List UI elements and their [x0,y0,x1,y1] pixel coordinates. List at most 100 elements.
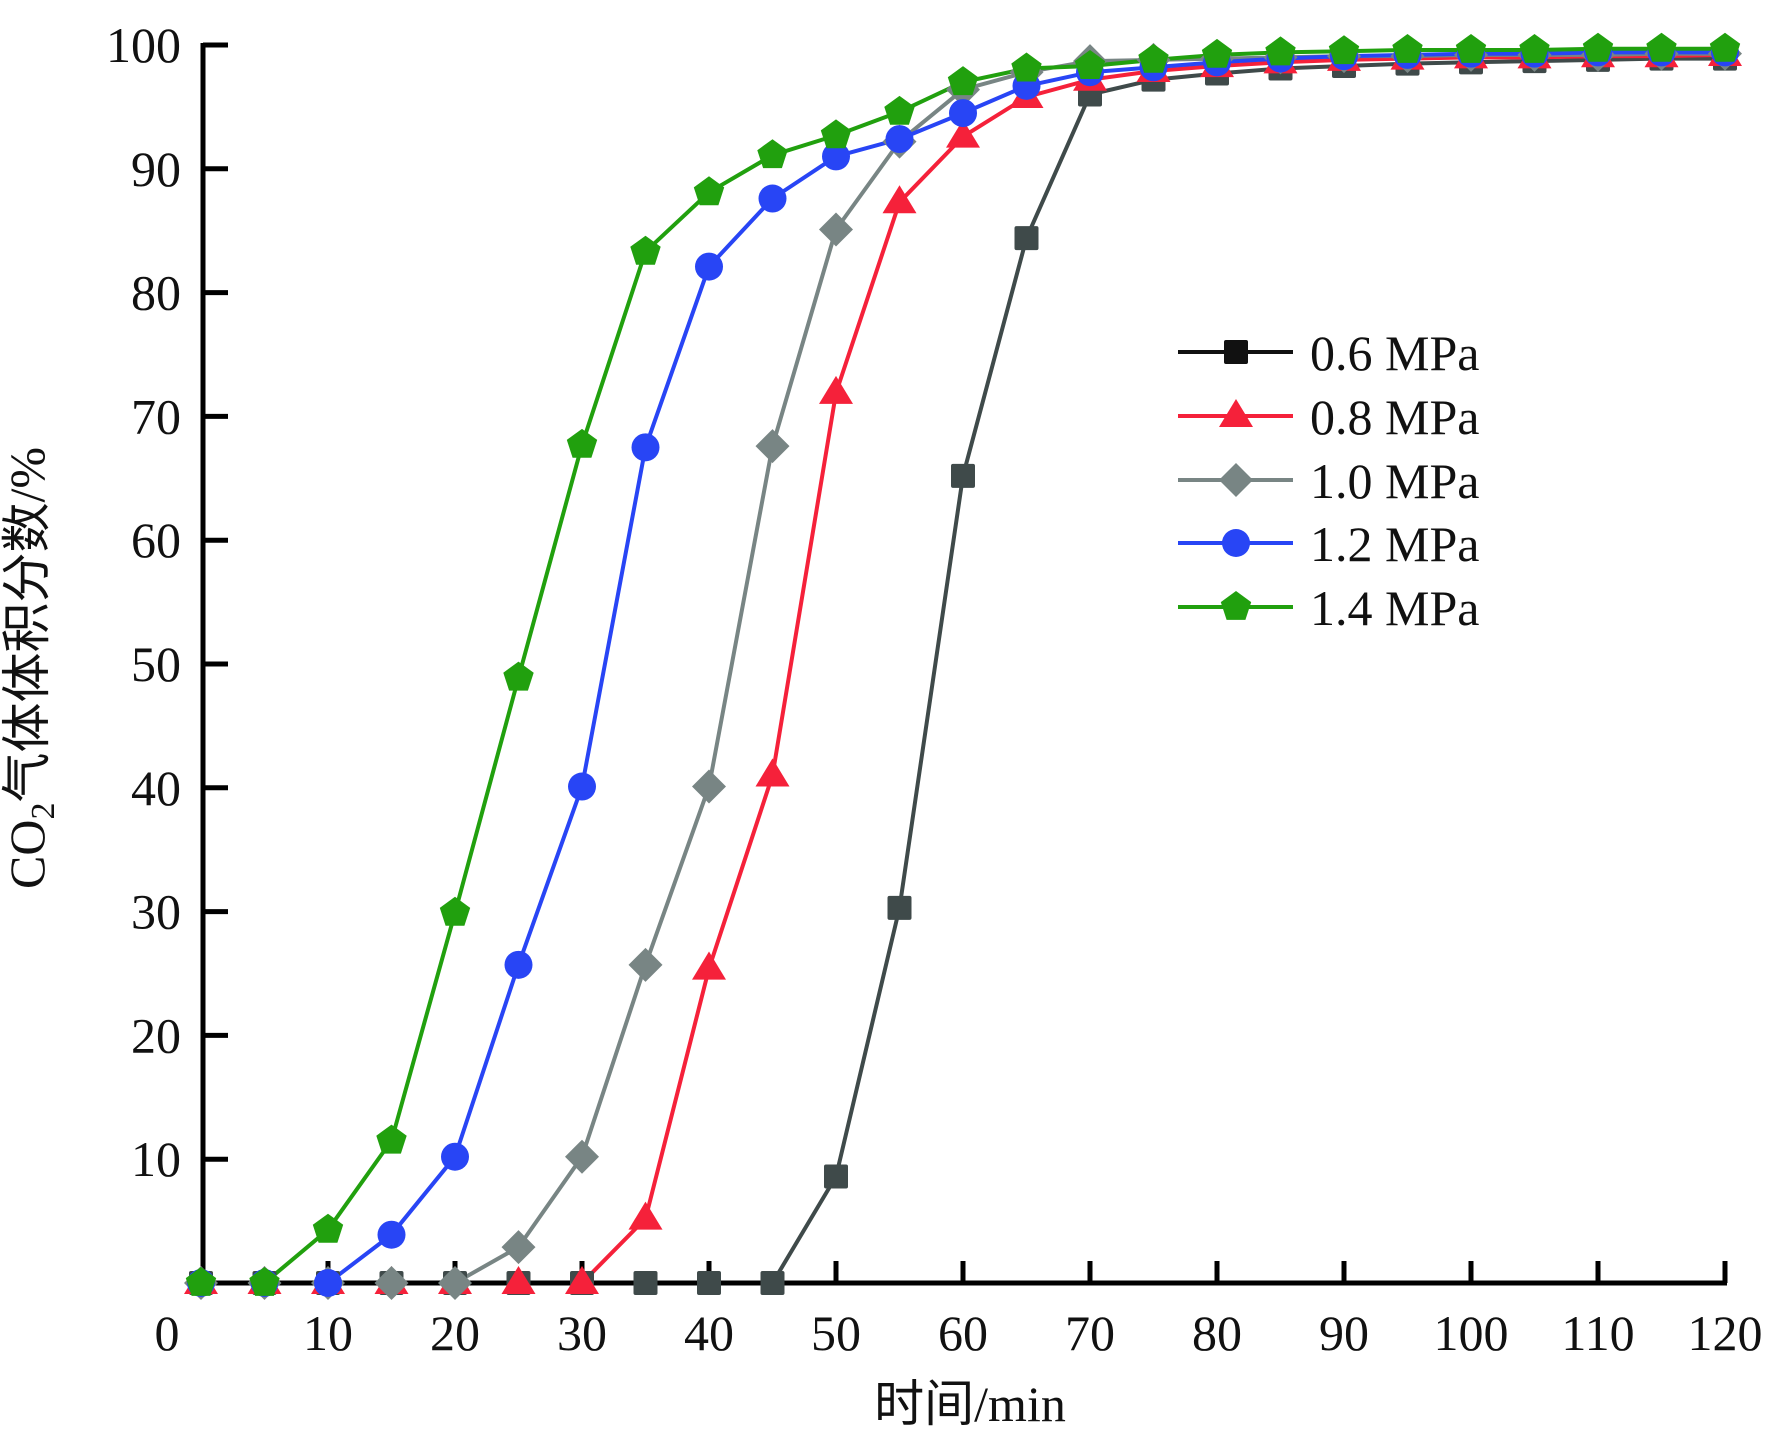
legend-item: 1.0 MPa [1178,453,1479,509]
data-point-pentagon [503,661,534,691]
x-tick-label: 20 [430,1305,480,1361]
series-line-triangle [201,52,1726,1285]
data-point-diamond [692,769,726,804]
x-tick-label: 70 [1065,1305,1115,1361]
data-point-triangle [628,1201,663,1230]
data-point-triangle [565,1266,599,1295]
data-point-triangle [692,951,726,980]
data-point-pentagon [439,896,471,926]
x-tick-label: 40 [684,1305,734,1361]
data-point-triangle [501,1266,536,1295]
legend-item: 0.6 MPa [1178,325,1479,381]
legend-label: 1.2 MPa [1310,516,1479,572]
data-point-circle [695,252,723,281]
x-tick-label: 100 [1434,1305,1509,1361]
data-point-diamond [374,1266,409,1300]
data-point-diamond [755,429,790,464]
data-point-circle [822,142,850,171]
y-axis-title-sub: 2 [25,803,62,820]
data-point-pentagon [820,119,852,149]
series-layer [201,46,1726,1285]
legend-marker-triangle-icon [1219,399,1253,428]
data-point-circle [949,99,977,128]
data-point-square [1014,226,1039,251]
data-point-pentagon [1328,35,1360,65]
x-tick-label: 10 [303,1305,353,1361]
legend-label: 1.0 MPa [1310,453,1479,509]
data-point-square [887,895,912,920]
data-point-square [951,463,975,488]
data-point-pentagon [1074,50,1106,79]
legend-label: 0.6 MPa [1310,325,1479,381]
data-point-pentagon [1265,36,1296,66]
x-tick-label: 30 [557,1305,607,1361]
y-tick-label: 20 [131,1007,181,1063]
series-line-diamond [201,51,1725,1285]
data-point-pentagon [1201,38,1233,68]
data-point-pentagon [947,66,979,96]
legend-marker-square-icon [1224,340,1248,364]
data-point-circle [631,433,660,462]
y-axis-title-main: CO [0,820,55,889]
x-tick-label: 60 [938,1305,988,1361]
axes [200,43,1727,1286]
data-point-diamond [628,947,663,982]
data-point-pentagon [249,1267,280,1296]
data-point-square [824,1164,848,1189]
y-tick-label: 40 [131,760,181,816]
data-point-pentagon [1455,34,1487,63]
x-tick-label: 90 [1319,1305,1369,1361]
data-point-diamond [565,1139,599,1174]
y-ticks: 10 20 30 40 50 60 70 80 90 100 [106,17,228,1187]
data-point-pentagon [566,428,598,458]
data-point-triangle [946,119,980,148]
data-point-pentagon [1646,32,1677,62]
legend-item: 1.4 MPa [1178,580,1479,636]
data-point-circle [568,772,596,801]
legend-marker-circle-icon [1222,529,1250,557]
data-point-pentagon [630,235,661,265]
data-point-square [633,1271,658,1295]
data-point-circle [504,950,533,979]
data-point-pentagon [693,176,725,206]
data-point-pentagon [376,1124,407,1154]
data-point-circle [441,1142,469,1171]
data-point-pentagon [312,1213,344,1243]
data-point-pentagon [1709,32,1741,62]
series-line-square [201,56,1725,1285]
data-point-triangle [755,758,790,787]
points-layer [184,32,1742,1300]
data-point-pentagon [757,139,788,169]
data-point-circle [314,1269,342,1297]
data-point-square [697,1271,721,1295]
y-tick-label: 30 [131,884,181,940]
series-line-circle [201,50,1725,1285]
data-point-triangle [882,185,917,214]
y-tick-label: 80 [131,265,181,321]
y-axis-title-rest: 气体体积分数/% [0,447,55,803]
data-point-circle [377,1220,406,1249]
data-point-pentagon [1011,52,1042,82]
x-tick-label: 0 [155,1305,180,1361]
y-tick-label: 60 [131,512,181,568]
legend-item: 1.2 MPa [1178,516,1479,572]
legend-marker-pentagon-icon [1220,591,1252,620]
y-tick-label: 70 [131,388,181,444]
legend-label: 1.4 MPa [1310,580,1479,636]
y-axis-title: CO2气体体积分数/% [0,447,62,889]
y-axis-title-text: CO2气体体积分数/% [0,447,62,889]
data-point-pentagon [1519,34,1550,63]
data-point-diamond [819,212,853,247]
x-tick-label: 110 [1561,1305,1634,1361]
data-point-triangle [819,375,853,404]
y-tick-label: 50 [131,636,181,692]
series-line-pentagon [201,46,1725,1285]
data-point-circle [758,184,787,213]
data-point-pentagon [1582,32,1614,62]
data-point-square [760,1271,785,1295]
legend-marker-diamond-icon [1219,463,1253,497]
x-tick-label: 80 [1192,1305,1242,1361]
data-point-pentagon [884,95,915,125]
x-ticks: 0 10 20 30 40 50 60 70 80 90 100 110 120 [155,1261,1763,1361]
